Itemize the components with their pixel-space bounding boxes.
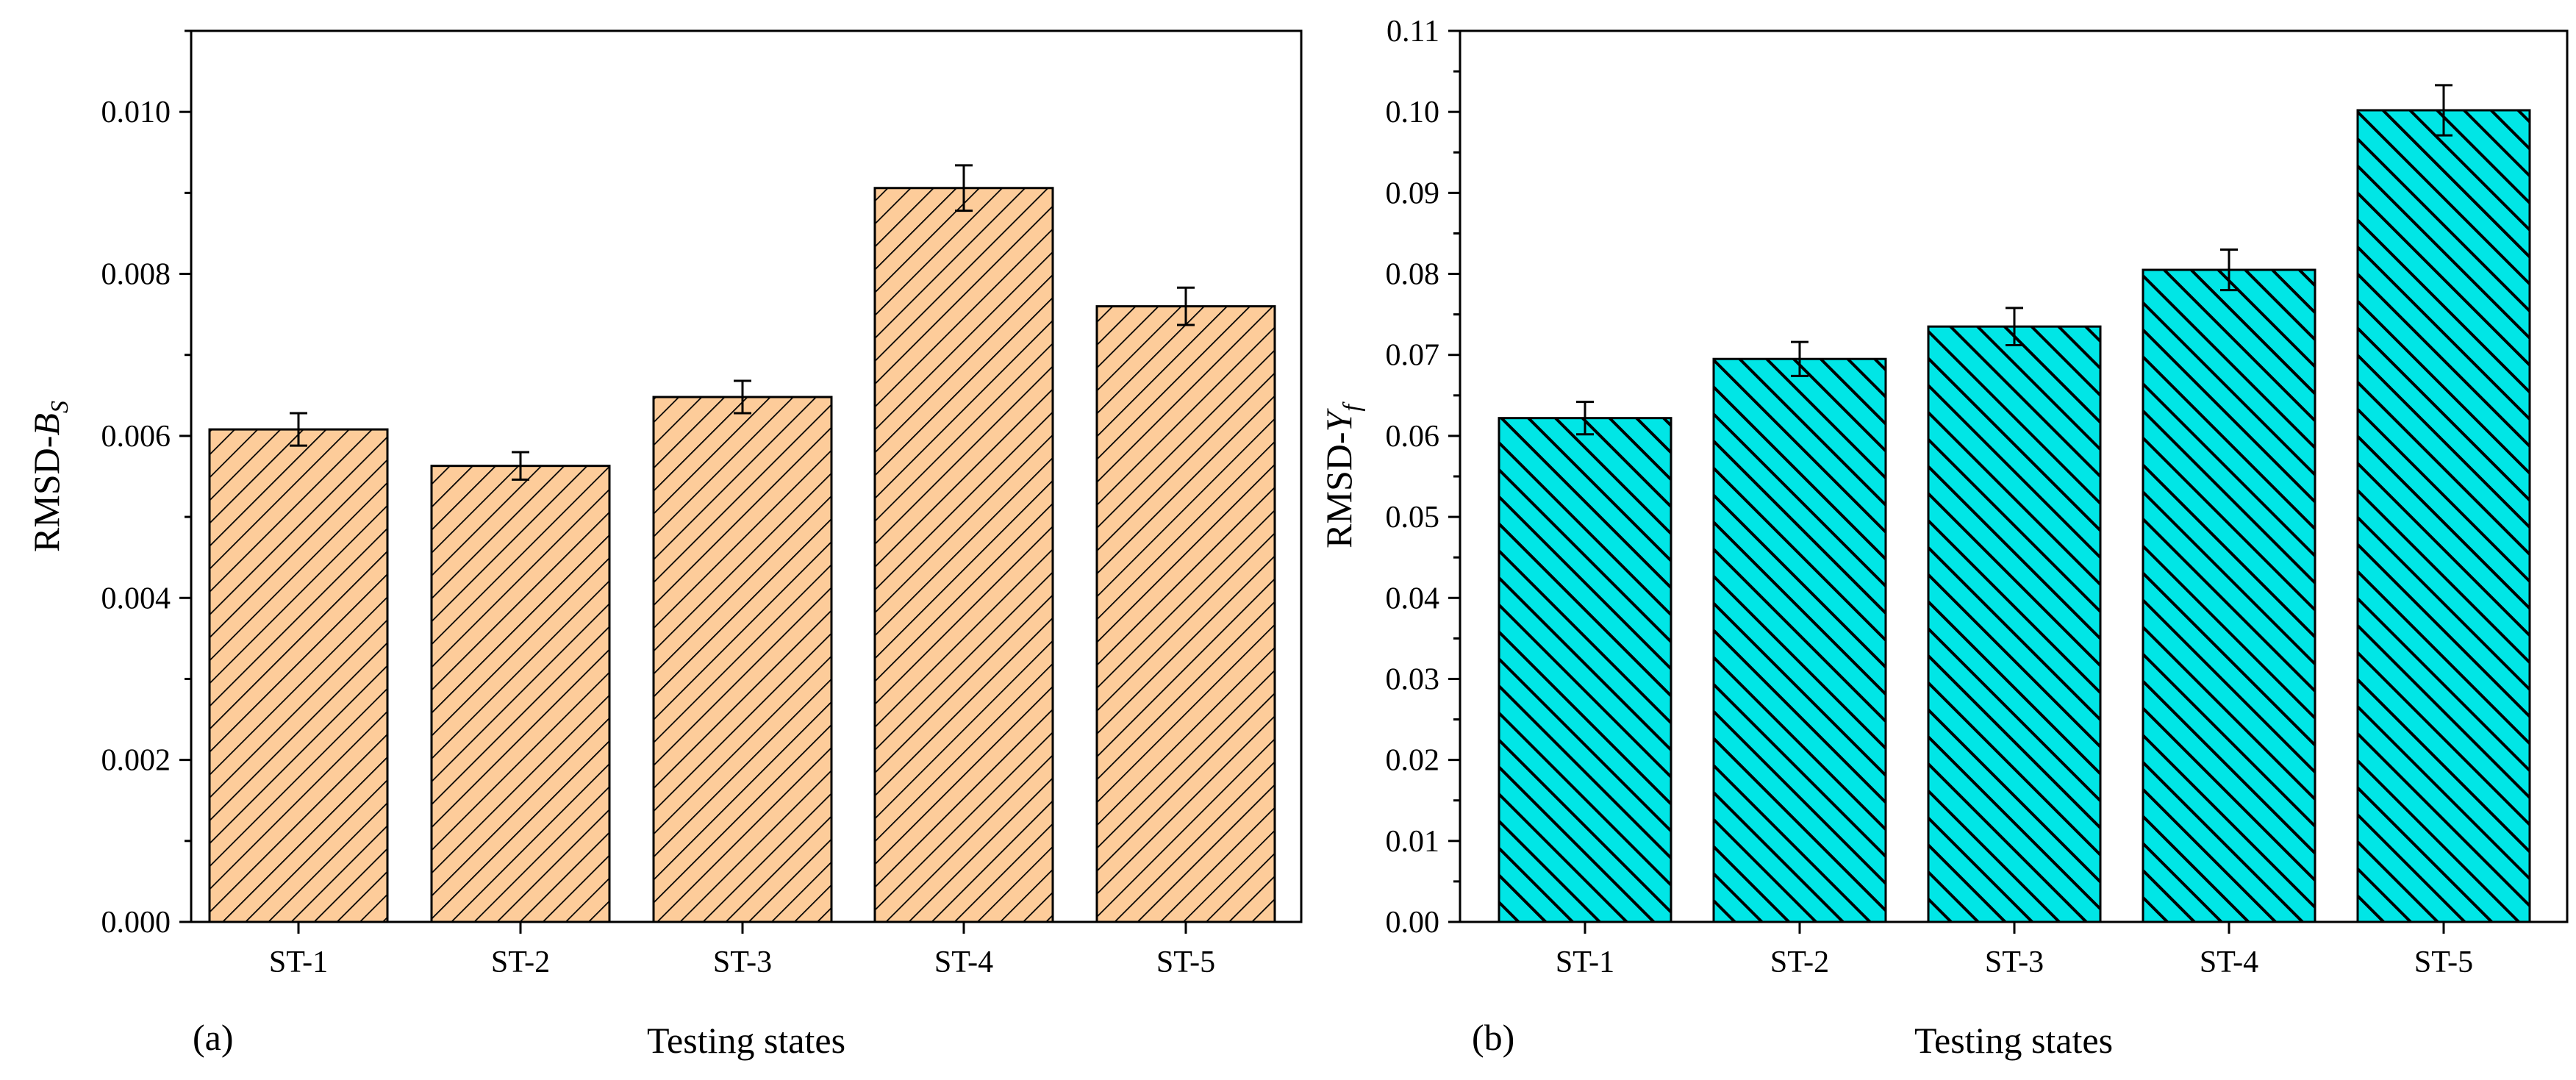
- y-tick-label: 0.10: [1386, 96, 1440, 129]
- x-tick-label: ST-4: [2200, 945, 2258, 979]
- bar: [1499, 418, 1671, 922]
- y-axis-a: 0.000 0.002 0.004 0.006 0.008 0.010: [101, 29, 191, 940]
- bar: [1714, 359, 1886, 923]
- x-tick-label: ST-5: [1156, 945, 1215, 979]
- x-tick-label: ST-4: [934, 945, 993, 979]
- chart-panel-b: 0.00 0.01 0.02 0.03 0.04 0.05 0.06 0.07 0.08 0.09…: [1318, 15, 2569, 1061]
- y-axis-title-b-sub: f: [1339, 401, 1366, 412]
- y-axis-title-b-main: RMSD-: [1318, 432, 1359, 548]
- y-tick-label: 0.000: [101, 906, 171, 940]
- bars-a: [208, 164, 1276, 923]
- y-tick-label: 0.006: [101, 420, 171, 454]
- bar: [432, 465, 609, 922]
- x-tick-label: ST-1: [1556, 945, 1614, 979]
- bar: [1928, 326, 2100, 922]
- y-tick-label: 0.03: [1386, 662, 1440, 696]
- y-axis-b: 0.00 0.01 0.02 0.03 0.04 0.05 0.06 0.07 0.08 0.09…: [1386, 15, 1460, 940]
- y-axis-title-b-var: Y: [1318, 407, 1359, 432]
- y-axis-title-a-var: B: [26, 413, 67, 436]
- bar: [210, 429, 387, 922]
- y-tick-label: 0.06: [1386, 420, 1440, 454]
- y-tick-label: 0.05: [1386, 501, 1440, 534]
- y-axis-title-a-sub: S: [46, 401, 74, 413]
- bar: [1097, 306, 1275, 923]
- bars-b: [1498, 84, 2531, 923]
- x-tick-label: ST-2: [1770, 945, 1829, 979]
- y-tick-label: 0.04: [1386, 582, 1440, 615]
- panel-label-b: (b): [1472, 1017, 1514, 1058]
- y-tick-label: 0.07: [1386, 339, 1440, 373]
- bar: [875, 187, 1053, 922]
- bar: [2358, 110, 2530, 923]
- x-axis-b: ST-1 ST-2 ST-3 ST-4 ST-5: [1556, 922, 2473, 979]
- bar: [654, 397, 831, 922]
- x-tick-label: ST-2: [491, 945, 550, 979]
- x-axis-title-b: Testing states: [1914, 1020, 2113, 1061]
- x-tick-label: ST-5: [2414, 945, 2473, 979]
- y-tick-label: 0.010: [101, 96, 171, 129]
- y-axis-title-a: RMSD-BS: [26, 401, 74, 552]
- y-tick-label: 0.00: [1386, 906, 1440, 940]
- y-tick-label: 0.08: [1386, 258, 1440, 292]
- panel-label-a: (a): [193, 1017, 234, 1058]
- x-tick-label: ST-1: [269, 945, 328, 979]
- y-tick-label: 0.002: [101, 744, 171, 778]
- x-axis-a: ST-1 ST-2 ST-3 ST-4 ST-5: [269, 922, 1215, 979]
- y-tick-label: 0.01: [1386, 825, 1440, 859]
- y-tick-label: 0.09: [1386, 176, 1440, 210]
- y-axis-title-b: RMSD-Yf: [1318, 401, 1366, 548]
- y-tick-label: 0.11: [1387, 15, 1439, 49]
- x-tick-label: ST-3: [1985, 945, 2044, 979]
- bar: [2143, 270, 2315, 922]
- y-tick-label: 0.02: [1386, 744, 1440, 778]
- y-axis-title-a-main: RMSD-: [26, 436, 67, 552]
- x-axis-title-a: Testing states: [647, 1020, 845, 1061]
- y-tick-label: 0.004: [101, 582, 171, 615]
- y-tick-label: 0.008: [101, 258, 171, 292]
- x-tick-label: ST-3: [713, 945, 772, 979]
